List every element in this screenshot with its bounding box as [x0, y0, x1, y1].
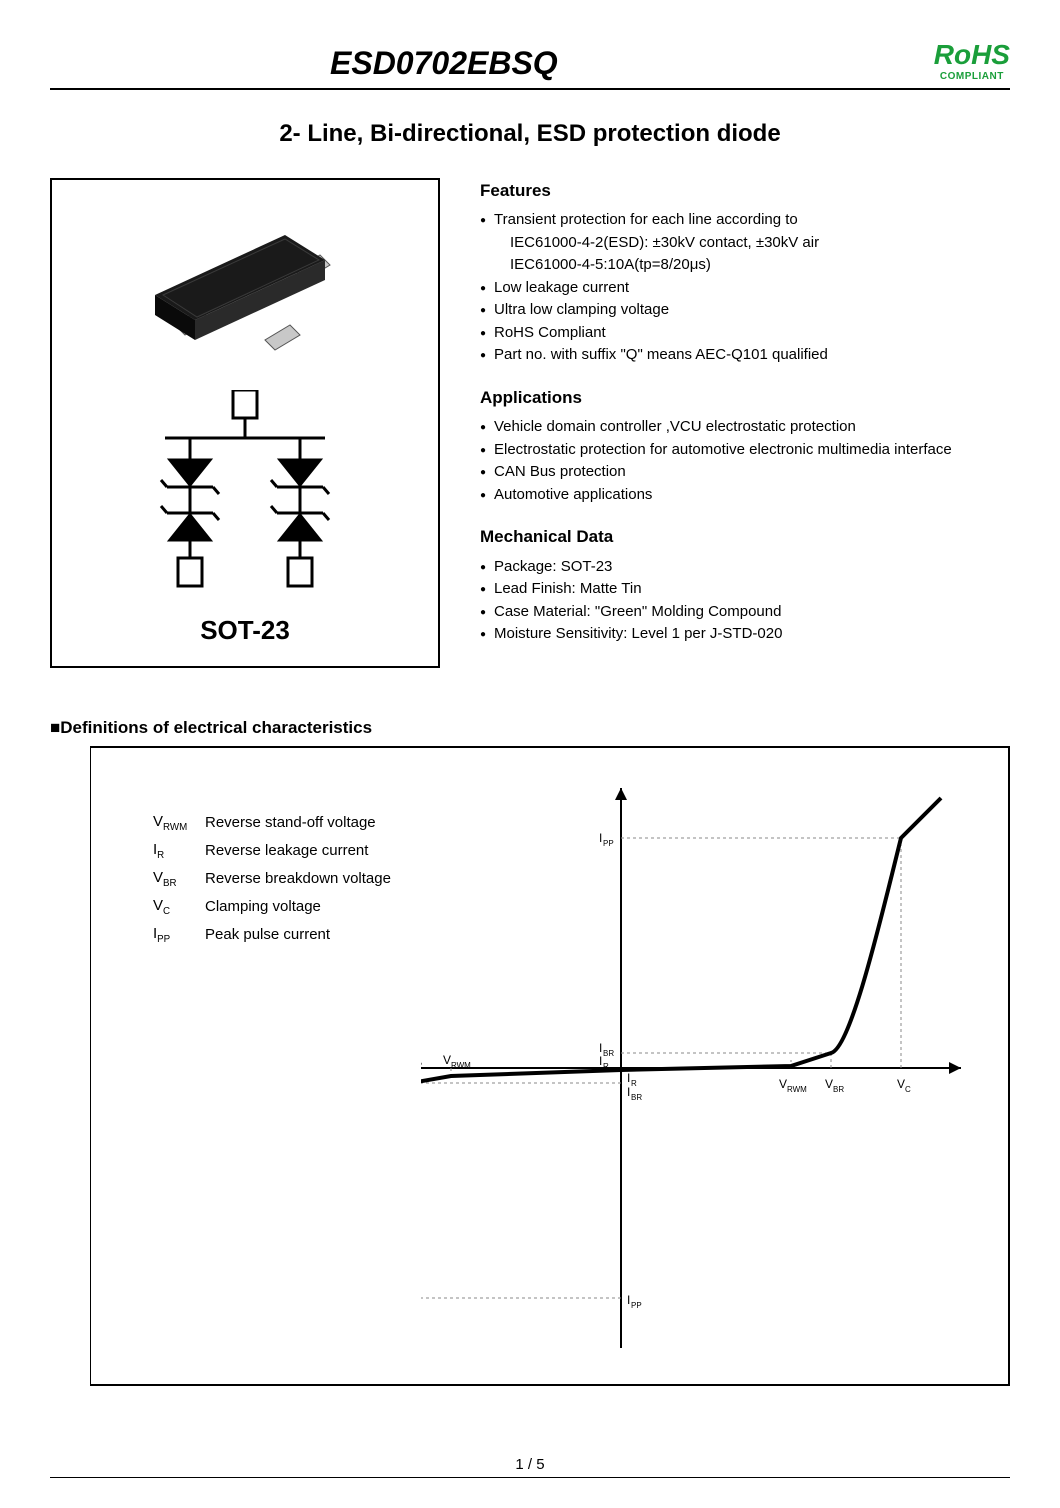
- def-desc: Reverse breakdown voltage: [205, 866, 401, 892]
- graph-label: V: [443, 1053, 451, 1067]
- svg-text:C: C: [905, 1085, 911, 1094]
- def-desc: Reverse stand-off voltage: [205, 810, 401, 836]
- part-number-title: ESD0702EBSQ: [330, 45, 558, 82]
- svg-text:RWM: RWM: [787, 1085, 807, 1094]
- mechanical-heading: Mechanical Data: [480, 524, 1010, 550]
- rohs-badge: RoHS COMPLIANT: [934, 40, 1010, 82]
- rohs-compliant-text: COMPLIANT: [934, 71, 1010, 82]
- def-sym: VRWM: [153, 810, 203, 836]
- application-item: Automotive applications: [480, 484, 1010, 507]
- definitions-table: VRWMReverse stand-off voltage IRReverse …: [151, 808, 403, 950]
- mechanical-item: Moisture Sensitivity: Level 1 per J-STD-…: [480, 623, 1010, 646]
- features-list-cont: Low leakage current Ultra low clamping v…: [480, 277, 1010, 367]
- package-diagram-box: SOT-23: [50, 178, 440, 668]
- graph-label: I: [599, 1041, 602, 1055]
- def-sym: VC: [153, 894, 203, 920]
- page-header: ESD0702EBSQ RoHS COMPLIANT: [50, 40, 1010, 90]
- svg-text:R: R: [603, 1062, 609, 1071]
- graph-label: V: [897, 1077, 905, 1091]
- circuit-diagram-icon: [115, 390, 375, 600]
- svg-text:BR: BR: [833, 1085, 844, 1094]
- mechanical-list: Package: SOT-23 Lead Finish: Matte Tin C…: [480, 556, 1010, 646]
- applications-list: Vehicle domain controller ,VCU electrost…: [480, 416, 1010, 506]
- iv-curve-graph: VRWM VBR VC VC VBR VRWM IPP IBR IR IR IB…: [421, 768, 981, 1368]
- feature-item: Ultra low clamping voltage: [480, 299, 1010, 322]
- svg-text:BR: BR: [631, 1093, 642, 1102]
- graph-label: I: [599, 1054, 602, 1068]
- main-title: 2- Line, Bi-directional, ESD protection …: [50, 120, 1010, 148]
- application-item: Electrostatic protection for automotive …: [480, 439, 1010, 462]
- graph-label: I: [599, 831, 602, 845]
- page-number: 1 / 5: [515, 1456, 544, 1473]
- graph-label: I: [627, 1293, 630, 1307]
- rohs-text: RoHS: [934, 40, 1010, 71]
- svg-text:BR: BR: [603, 1049, 614, 1058]
- mechanical-item: Package: SOT-23: [480, 556, 1010, 579]
- svg-text:R: R: [631, 1079, 637, 1088]
- def-sym: IR: [153, 838, 203, 864]
- svg-text:PP: PP: [631, 1301, 642, 1310]
- feature-item: Transient protection for each line accor…: [480, 209, 1010, 232]
- feature-item: Low leakage current: [480, 277, 1010, 300]
- def-sym: VBR: [153, 866, 203, 892]
- definitions-heading: ■Definitions of electrical characteristi…: [50, 718, 1010, 738]
- mechanical-item: Lead Finish: Matte Tin: [480, 578, 1010, 601]
- def-sym: IPP: [153, 922, 203, 948]
- definitions-box: VRWMReverse stand-off voltage IRReverse …: [90, 746, 1010, 1386]
- feature-sub: IEC61000-4-2(ESD): ±30kV contact, ±30kV …: [480, 232, 1010, 255]
- def-desc: Reverse leakage current: [205, 838, 401, 864]
- feature-item: Part no. with suffix "Q" means AEC-Q101 …: [480, 344, 1010, 367]
- feature-sub: IEC61000-4-5:10A(tp=8/20μs): [480, 254, 1010, 277]
- page-footer: 1 / 5: [0, 1456, 1060, 1478]
- def-desc: Clamping voltage: [205, 894, 401, 920]
- applications-heading: Applications: [480, 385, 1010, 411]
- features-list: Transient protection for each line accor…: [480, 209, 1010, 232]
- application-item: Vehicle domain controller ,VCU electrost…: [480, 416, 1010, 439]
- graph-label: V: [779, 1077, 787, 1091]
- graph-label: V: [825, 1077, 833, 1091]
- graph-label: I: [627, 1071, 630, 1085]
- features-heading: Features: [480, 178, 1010, 204]
- svg-text:RWM: RWM: [451, 1061, 471, 1070]
- package-label: SOT-23: [200, 615, 290, 646]
- sot23-package-icon: [115, 200, 375, 370]
- svg-text:PP: PP: [603, 839, 614, 848]
- graph-label: I: [627, 1085, 630, 1099]
- def-desc: Peak pulse current: [205, 922, 401, 948]
- application-item: CAN Bus protection: [480, 461, 1010, 484]
- feature-item: RoHS Compliant: [480, 322, 1010, 345]
- mechanical-item: Case Material: "Green" Molding Compound: [480, 601, 1010, 624]
